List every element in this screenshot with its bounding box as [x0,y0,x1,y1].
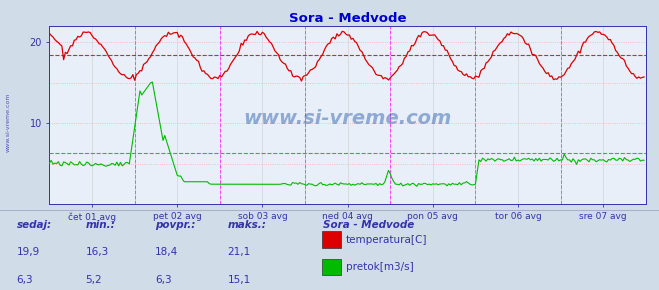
Text: min.:: min.: [86,220,115,230]
Title: Sora - Medvode: Sora - Medvode [289,12,407,25]
Text: 5,2: 5,2 [86,275,102,285]
Text: 19,9: 19,9 [16,247,40,257]
Text: 15,1: 15,1 [227,275,250,285]
Text: 16,3: 16,3 [86,247,109,257]
Text: 21,1: 21,1 [227,247,250,257]
Bar [322,259,341,275]
Text: sedaj:: sedaj: [16,220,51,230]
Text: temperatura[C]: temperatura[C] [346,235,428,244]
Bar [322,231,341,248]
Text: www.si-vreme.com: www.si-vreme.com [5,92,11,152]
Text: Sora - Medvode: Sora - Medvode [323,220,414,230]
Text: povpr.:: povpr.: [155,220,195,230]
Text: 6,3: 6,3 [16,275,33,285]
Text: 6,3: 6,3 [155,275,171,285]
Text: maks.:: maks.: [227,220,266,230]
Text: pretok[m3/s]: pretok[m3/s] [346,262,414,272]
Text: www.si-vreme.com: www.si-vreme.com [243,109,452,128]
Text: 18,4: 18,4 [155,247,178,257]
